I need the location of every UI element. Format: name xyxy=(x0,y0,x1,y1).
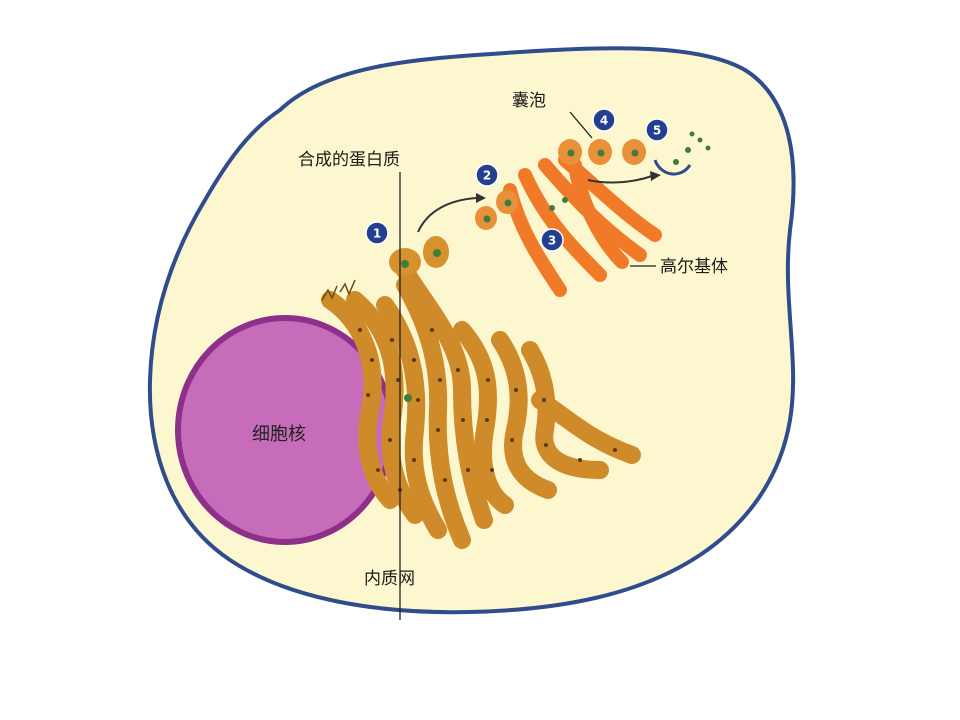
arrow-golgi-to-membrane xyxy=(587,175,653,184)
step-badge-4: 4 xyxy=(592,108,616,132)
label-er: 内质网 xyxy=(364,569,415,589)
arrow-er-to-golgi xyxy=(417,197,477,233)
endoplasmic-reticulum xyxy=(321,256,641,549)
svg-text:3: 3 xyxy=(548,234,556,248)
protein xyxy=(433,249,441,257)
step-badge-5: 5 xyxy=(645,118,669,142)
secreted-proteins xyxy=(673,131,711,165)
step-badge-2: 2 xyxy=(475,163,499,187)
label-vesicle: 囊泡 xyxy=(512,91,546,111)
label-nucleus: 细胞核 xyxy=(252,424,306,445)
protein xyxy=(404,394,412,402)
label-golgi: 高尔基体 xyxy=(660,257,728,277)
leader-vesicle xyxy=(569,111,593,139)
svg-text:2: 2 xyxy=(483,169,491,183)
arrowhead xyxy=(650,171,661,181)
svg-text:4: 4 xyxy=(600,114,608,128)
step-badge-3: 3 xyxy=(540,228,564,252)
exocytosis-pocket xyxy=(653,159,692,176)
ribosome-fringe xyxy=(321,279,356,301)
arrowhead xyxy=(476,193,486,203)
label-synthesized-protein: 合成的蛋白质 xyxy=(298,150,400,170)
svg-text:1: 1 xyxy=(373,227,381,241)
svg-text:5: 5 xyxy=(653,124,661,138)
step-badge-1: 1 xyxy=(365,221,389,245)
er-ribosomes xyxy=(358,328,617,492)
golgi-proteins xyxy=(483,149,639,223)
protein xyxy=(401,260,409,268)
